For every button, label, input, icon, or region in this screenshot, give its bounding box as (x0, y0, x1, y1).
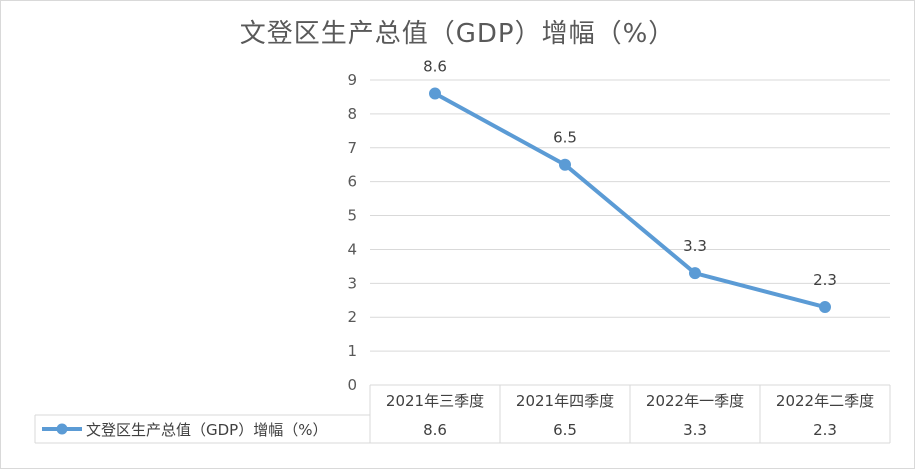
data-label-3: 3.3 (683, 237, 707, 255)
chart-title: 文登区生产总值（GDP）增幅（%） (239, 19, 676, 49)
legend-series-name: 文登区生产总值（GDP）增幅（%） (86, 421, 327, 439)
y-tick-label-0: 0 (347, 376, 357, 394)
table-value-1: 8.6 (423, 421, 447, 439)
y-tick-label-2: 2 (347, 308, 357, 326)
category-label-3: 2022年一季度 (646, 392, 744, 410)
y-tick-label-5: 5 (347, 207, 357, 225)
table-value-4: 2.3 (813, 421, 837, 439)
series-line (433, 91, 827, 310)
data-point-3 (689, 267, 701, 280)
y-tick-label-7: 7 (347, 139, 357, 157)
y-tick-label-8: 8 (347, 105, 357, 123)
data-label-1: 8.6 (423, 58, 447, 76)
y-tick-label-6: 6 (347, 173, 357, 191)
data-point-2 (559, 158, 571, 171)
category-label-1: 2021年三季度 (386, 392, 484, 410)
data-label-4: 2.3 (813, 271, 837, 289)
y-tick-label-1: 1 (347, 342, 357, 360)
table-value-3: 3.3 (683, 421, 707, 439)
category-label-4: 2022年二季度 (776, 392, 874, 410)
data-point-4 (819, 301, 831, 314)
table-value-2: 6.5 (553, 421, 577, 439)
y-tick-label-3: 3 (347, 274, 357, 292)
legend-marker-key (56, 423, 68, 435)
category-label-2: 2021年四季度 (516, 392, 614, 410)
y-tick-label-9: 9 (347, 71, 357, 89)
y-tick-label-4: 4 (347, 240, 357, 258)
data-label-2: 6.5 (553, 129, 577, 147)
data-point-1 (429, 87, 441, 100)
